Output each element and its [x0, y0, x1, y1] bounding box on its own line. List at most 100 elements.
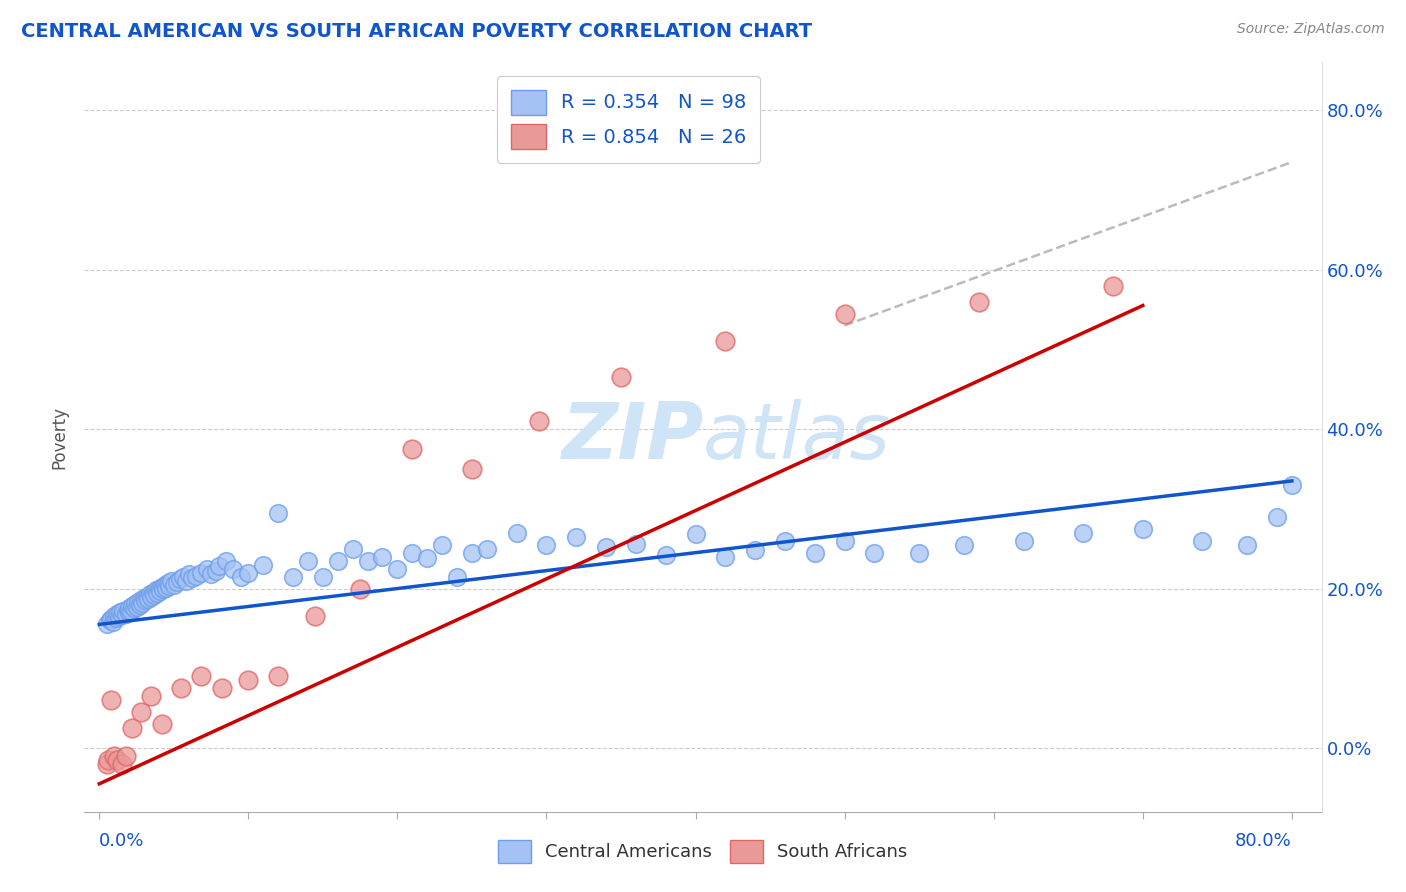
Point: [136, 590, 159, 604]
Point: [127, 595, 149, 609]
Point: [125, 599, 148, 614]
Point: [118, 606, 141, 620]
Point: [134, 593, 156, 607]
Point: [714, 334, 737, 349]
Point: [863, 546, 886, 560]
Point: [157, 579, 180, 593]
Point: [215, 554, 238, 568]
Point: [107, 609, 129, 624]
Point: [150, 717, 173, 731]
Point: [430, 538, 453, 552]
Point: [186, 568, 208, 582]
Point: [200, 567, 222, 582]
Point: [953, 538, 976, 552]
Point: [342, 541, 364, 556]
Point: [97, 753, 120, 767]
Point: [371, 549, 394, 564]
Point: [1012, 533, 1035, 548]
Point: [461, 546, 484, 560]
Point: [105, 753, 128, 767]
Point: [104, 611, 127, 625]
Point: [128, 599, 150, 613]
Point: [595, 540, 617, 554]
Text: 0.0%: 0.0%: [100, 831, 145, 850]
Point: [190, 669, 212, 683]
Point: [222, 561, 245, 575]
Point: [565, 530, 588, 544]
Point: [207, 559, 229, 574]
Y-axis label: Poverty: Poverty: [51, 406, 69, 468]
Point: [121, 599, 143, 613]
Point: [654, 548, 676, 562]
Point: [536, 538, 558, 552]
Point: [312, 569, 335, 583]
Point: [267, 669, 290, 683]
Legend: Central Americans, South Africans: Central Americans, South Africans: [491, 832, 915, 870]
Point: [117, 603, 139, 617]
Point: [139, 587, 162, 601]
Point: [169, 572, 191, 586]
Point: [834, 306, 856, 320]
Point: [326, 554, 349, 568]
Point: [229, 569, 252, 583]
Point: [1132, 522, 1154, 536]
Point: [129, 593, 152, 607]
Point: [610, 370, 633, 384]
Point: [111, 607, 134, 622]
Point: [105, 607, 128, 621]
Point: [150, 580, 173, 594]
Point: [129, 705, 152, 719]
Point: [124, 598, 146, 612]
Point: [132, 591, 155, 606]
Point: [195, 561, 218, 575]
Text: ZIP: ZIP: [561, 399, 703, 475]
Point: [238, 566, 260, 580]
Point: [624, 537, 647, 551]
Point: [804, 546, 827, 560]
Point: [174, 574, 197, 588]
Point: [141, 590, 163, 604]
Point: [153, 577, 176, 591]
Point: [121, 721, 143, 735]
Point: [141, 689, 163, 703]
Point: [118, 601, 141, 615]
Point: [527, 414, 550, 428]
Point: [152, 582, 174, 597]
Point: [401, 546, 423, 560]
Point: [356, 554, 378, 568]
Point: [149, 583, 172, 598]
Point: [143, 588, 166, 602]
Point: [122, 601, 145, 615]
Point: [115, 607, 138, 621]
Point: [211, 681, 233, 695]
Point: [163, 577, 186, 591]
Point: [908, 546, 931, 560]
Point: [505, 525, 527, 540]
Point: [446, 569, 468, 583]
Point: [98, 614, 121, 628]
Point: [297, 554, 319, 568]
Point: [96, 756, 118, 771]
Point: [744, 543, 766, 558]
Point: [773, 533, 796, 548]
Point: [349, 582, 371, 596]
Point: [155, 581, 177, 595]
Point: [100, 612, 122, 626]
Point: [112, 604, 135, 618]
Point: [180, 571, 202, 585]
Point: [1265, 509, 1288, 524]
Point: [204, 564, 226, 578]
Point: [96, 617, 118, 632]
Point: [172, 569, 194, 583]
Point: [148, 582, 170, 596]
Text: 80.0%: 80.0%: [1234, 831, 1292, 850]
Point: [103, 748, 125, 763]
Point: [304, 609, 326, 624]
Point: [190, 566, 212, 580]
Point: [685, 527, 707, 541]
Point: [967, 294, 990, 309]
Point: [131, 596, 153, 610]
Point: [1071, 525, 1094, 540]
Point: [138, 591, 160, 606]
Text: CENTRAL AMERICAN VS SOUTH AFRICAN POVERTY CORRELATION CHART: CENTRAL AMERICAN VS SOUTH AFRICAN POVERT…: [21, 22, 813, 41]
